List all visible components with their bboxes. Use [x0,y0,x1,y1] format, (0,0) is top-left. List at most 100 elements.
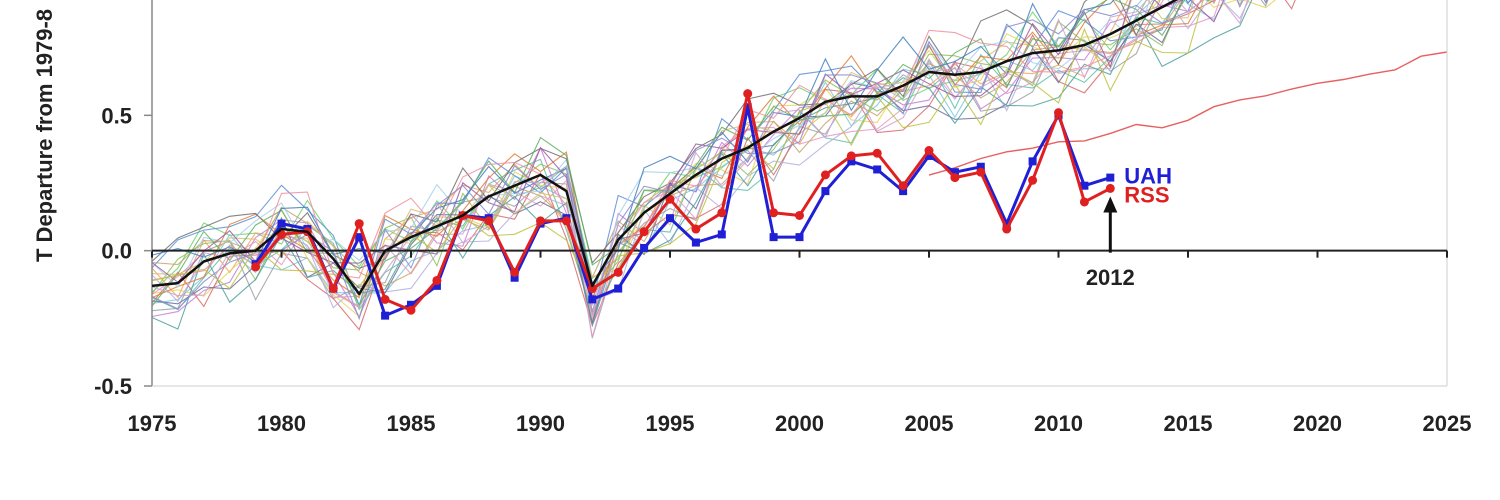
rss-series-label: RSS [1124,182,1169,207]
axes-group [144,0,1448,387]
rss-data-point [561,216,571,226]
uah-data-point [717,230,726,239]
rss-data-point [613,267,623,277]
rss-data-point [820,170,830,180]
model-runs-group [151,0,1448,339]
uah-data-point [510,273,519,282]
rss-data-point [795,210,804,220]
rss-data-point [769,208,779,218]
x-tick-label: 1990 [516,411,565,436]
uah-data-point [1080,181,1089,190]
uah-data-point [691,238,700,247]
x-tick-label: 2000 [775,411,824,436]
rss-data-point [924,146,934,156]
uah-data-point [640,243,649,252]
rss-data-point [251,262,261,272]
uah-series-label: UAH [1124,164,1172,189]
model-run-line [151,0,1249,308]
x-tick-label: 2025 [1423,411,1472,436]
uah-data-point [588,295,597,304]
model-run-line [151,0,1226,305]
annotations-group: UAH RSS 2012 [1086,164,1172,290]
y-tick-label: 0.0 [101,239,132,264]
uah-data-point [925,151,933,160]
rss-data-point [354,219,364,229]
model-run-line [151,0,1253,330]
rss-data-point [1105,183,1115,193]
x-tick-label: 1985 [387,411,436,436]
model-run-line [151,0,1221,338]
x-tick-label: 1980 [257,411,306,436]
uah-data-point [407,300,415,309]
y-axis-label: T Departure from 1979-8 [32,9,57,262]
uah-data-point [976,162,985,171]
rss-data-point [976,167,986,177]
rss-data-point [743,89,753,99]
uah-data-point [873,165,882,174]
model-run-line [928,51,1448,176]
x-tick-label: 1995 [646,411,695,436]
model-run-line [151,0,1205,323]
rss-data-point [406,305,416,315]
uah-data-point [355,233,364,242]
uah-data-point [821,187,830,196]
x-tick-label: 2020 [1293,411,1342,436]
rss-data-point [872,148,882,158]
uah-data-point [847,157,856,166]
uah-data-point [381,311,390,320]
uah-data-point [950,168,959,177]
model-run-line [151,0,1147,293]
model-run-line [151,0,1204,292]
x-tick-label: 1975 [128,411,177,436]
rss-data-point [717,208,727,218]
uah-data-point [769,233,778,242]
model-run-line [151,0,1296,331]
rss-data-point [898,181,908,191]
rss-series-line [254,92,1111,312]
rss-data-point [510,267,520,277]
tick-labels-group: 1975 1980 1985 1990 1995 2000 2005 2010 2015 2020… [94,103,1471,436]
y-tick-label: -0.5 [94,374,132,399]
uah-data-point [899,187,908,196]
rss-data-point [536,216,545,226]
model-mean-series-line [151,0,1179,296]
x-tick-label: 2015 [1164,411,1213,436]
rss-data-point [328,284,338,294]
model-run-line [151,0,1216,317]
uah-series-line [254,105,1111,318]
model-run-line [151,0,1243,287]
rss-data-point [639,227,649,237]
uah-data-point [1002,219,1011,228]
uah-data-point [277,219,286,228]
uah-data-point [795,233,804,242]
rss-data-point [950,173,960,183]
arrow-2012-head [1103,196,1118,213]
y-tick-label: 0.5 [101,103,132,128]
uah-data-point [614,284,623,293]
rss-data-point [587,284,597,294]
model-run-line [151,0,1250,309]
model-run-line [151,0,1269,339]
model-run-line [151,0,1244,321]
uah-data-point [1106,173,1115,182]
model-run-line [151,0,1225,287]
rss-data-point [484,216,494,226]
uah-data-point [1028,157,1037,166]
rss-data-point [846,151,856,161]
rss-data-point [432,275,442,285]
x-tick-label: 2005 [905,411,954,436]
arrow-2012-label: 2012 [1086,265,1135,290]
uah-data-point [743,103,752,112]
series-group [151,0,1179,320]
model-run-line [151,0,1180,315]
rss-data-point [1054,108,1063,118]
uah-data-point [432,281,441,290]
uah-data-point [666,214,674,223]
rss-data-point [380,294,390,304]
rss-data-point [1002,224,1012,234]
x-tick-label: 2010 [1034,411,1083,436]
rss-data-point [691,224,701,234]
rss-data-point [1028,175,1038,185]
rss-data-point [1079,197,1089,207]
